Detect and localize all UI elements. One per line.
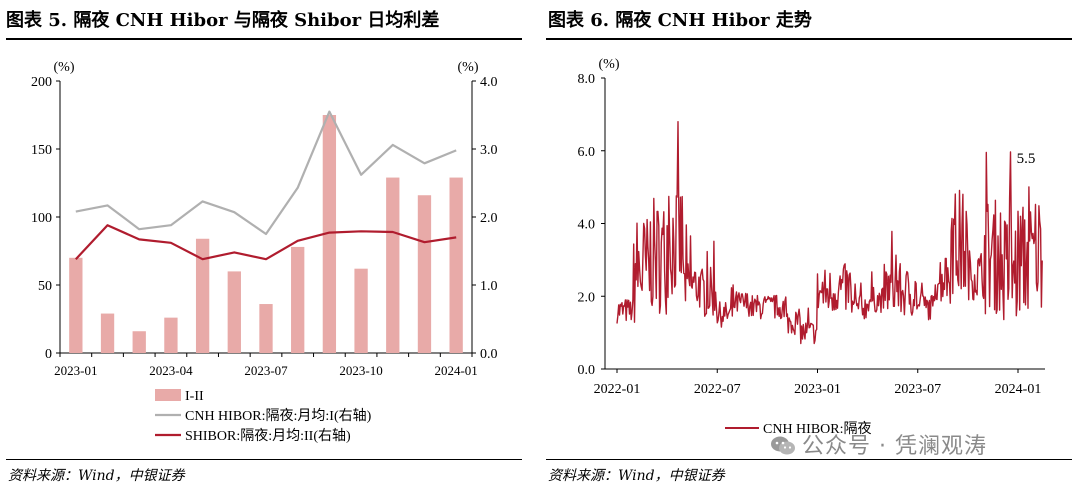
- bar: [417, 195, 432, 353]
- peak-annotation: 5.5: [1017, 151, 1036, 167]
- right-y-tick-label: 1.0: [480, 279, 498, 294]
- watermark-text: 公众号 · 凭澜观涛: [802, 434, 987, 459]
- left-source: 资料来源：Wind，中银证券: [8, 468, 185, 484]
- legend-label-cnh: CNH HIBOR:隔夜:月均:I(右轴): [185, 408, 372, 424]
- bar: [195, 238, 210, 353]
- y-tick-label: 8.0: [578, 72, 596, 87]
- y-tick-label: 6.0: [578, 145, 596, 160]
- right-chart-title: 图表 6. 隔夜 CNH Hibor 走势: [548, 10, 812, 31]
- x-tick-label: 2024-01: [995, 382, 1042, 397]
- bar: [164, 317, 178, 353]
- bar: [386, 177, 400, 353]
- left-source-rule: [6, 459, 522, 460]
- shibor-line: [74, 224, 457, 261]
- bar: [132, 331, 146, 353]
- right-unit-label: (%): [458, 60, 479, 75]
- right-y-tick-label: 4.0: [480, 75, 498, 90]
- x-tick-label: 2023-07: [894, 382, 941, 397]
- x-tick-label: 2023-01: [54, 363, 97, 378]
- x-tick-label: 2023-10: [339, 363, 382, 378]
- left-unit-label: (%): [54, 60, 75, 75]
- x-tick-label: 2023-07: [244, 363, 288, 378]
- cnh-hibor-daily-line: [616, 120, 1043, 345]
- x-tick-label: 2023-01: [794, 382, 841, 397]
- left-title-rule: [6, 38, 522, 40]
- x-tick-label: 2023-04: [149, 363, 193, 378]
- right-source: 资料来源：Wind，中银证券: [548, 468, 725, 484]
- unit-label: (%): [599, 57, 620, 72]
- right-y-tick-label: 0.0: [480, 347, 498, 362]
- left-chart-title: 图表 5. 隔夜 CNH Hibor 与隔夜 Shibor 日均利差: [6, 10, 440, 31]
- y-tick-label: 4.0: [578, 218, 596, 233]
- bar: [227, 271, 241, 353]
- y-tick-label: 2.0: [578, 290, 596, 305]
- wechat-icon: [771, 436, 795, 455]
- x-tick-label: 2022-07: [694, 382, 741, 397]
- y-tick-label: 0.0: [578, 363, 596, 378]
- watermark: 公众号 · 凭澜观涛: [770, 428, 987, 460]
- left-y-tick-label: 0: [45, 347, 52, 362]
- bar: [322, 115, 337, 353]
- bar: [291, 246, 305, 353]
- legend-label: CNH HIBOR:隔夜: [763, 421, 872, 437]
- legend-label-shibor: SHIBOR:隔夜:月均:II(右轴): [185, 428, 351, 444]
- bar: [100, 313, 115, 353]
- legend-swatch-bar: [155, 389, 181, 401]
- x-tick-label: 2022-01: [594, 382, 641, 397]
- bar: [69, 257, 83, 353]
- right-y-tick-label: 2.0: [480, 211, 498, 226]
- x-tick-label: 2024-01: [434, 363, 477, 378]
- right-chart: 0.0 2.0 4.0 6.0 8.0(%) 2022-01 2022-07 2023-01 2…: [578, 57, 1045, 437]
- right-source-rule: [546, 459, 1072, 460]
- right-title-rule: [546, 38, 1072, 40]
- bar: [449, 177, 463, 353]
- left-y-tick-label: 200: [31, 75, 52, 90]
- cnh-hibor-line: [75, 110, 457, 236]
- left-y-tick-label: 100: [31, 211, 52, 226]
- left-y-tick-label: 50: [38, 279, 52, 294]
- right-y-tick-label: 3.0: [480, 143, 498, 158]
- legend-label-bar: I-II: [185, 389, 204, 404]
- bar: [354, 268, 368, 353]
- bar: [259, 304, 273, 353]
- left-y-tick-label: 150: [31, 143, 52, 158]
